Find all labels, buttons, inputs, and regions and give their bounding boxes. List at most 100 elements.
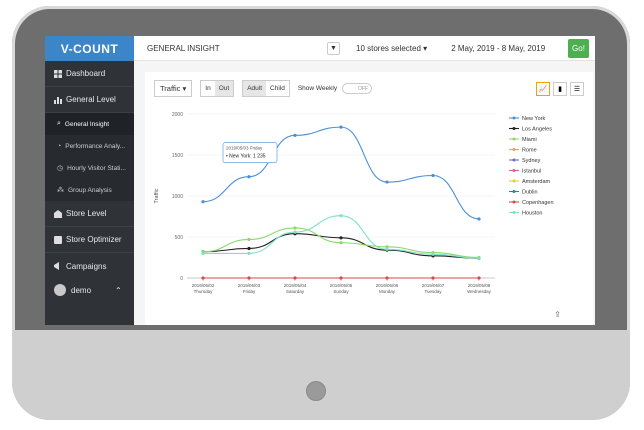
data-point-copenhagen bbox=[247, 276, 251, 280]
sidebar-item-label: Campaigns bbox=[66, 261, 107, 271]
legend-marker bbox=[512, 158, 516, 162]
table-view-icon[interactable]: ☰ bbox=[570, 82, 584, 96]
line-chart-view-icon[interactable]: 📈 bbox=[536, 82, 550, 96]
data-point-new-york bbox=[431, 173, 435, 178]
data-point-miami bbox=[247, 237, 251, 242]
brand-logo[interactable]: V-COUNT bbox=[45, 36, 134, 61]
chevron-up-icon[interactable]: ⌃ bbox=[115, 285, 122, 295]
sidebar-item-label: Store Optimizer bbox=[66, 235, 122, 244]
sidebar: V-COUNT Dashboard General Level ⌕ Genera… bbox=[45, 36, 134, 325]
data-point-miami bbox=[385, 245, 389, 249]
home-button[interactable] bbox=[306, 381, 326, 401]
child-button[interactable]: Child bbox=[270, 85, 285, 92]
data-point-houston bbox=[201, 251, 205, 255]
legend-label: New York bbox=[522, 116, 545, 122]
data-point-houston bbox=[431, 252, 435, 256]
y-tick-label: 1500 bbox=[172, 153, 183, 159]
in-button[interactable]: In bbox=[205, 85, 211, 92]
legend-label: Houston bbox=[522, 211, 543, 217]
x-tick-label-day: Thursday bbox=[194, 289, 214, 294]
bar-chart-icon bbox=[54, 96, 62, 104]
series-line-new-york bbox=[202, 126, 480, 220]
avatar bbox=[54, 284, 66, 296]
sidebar-item-label: General Level bbox=[66, 95, 116, 104]
data-point-miami bbox=[293, 226, 297, 230]
tablet-bezel bbox=[12, 330, 630, 420]
y-tick-label: 500 bbox=[175, 235, 184, 241]
search-icon: ⌕ bbox=[57, 120, 61, 127]
sidebar-subitem-label: Group Analysis bbox=[68, 186, 112, 194]
sidebar-item-dashboard[interactable]: Dashboard bbox=[45, 61, 134, 87]
legend-marker bbox=[512, 200, 516, 204]
legend-marker bbox=[512, 190, 516, 193]
legend-label: Istanbul bbox=[522, 169, 541, 175]
x-tick-label-day: Friday bbox=[243, 289, 256, 294]
data-point-houston bbox=[247, 251, 251, 255]
store-selector[interactable]: 10 stores selected ▾ bbox=[356, 43, 428, 53]
tooltip-box bbox=[222, 142, 278, 164]
show-weekly-toggle[interactable]: OFF bbox=[342, 83, 373, 94]
legend-marker bbox=[512, 137, 516, 141]
sidebar-subitem-label: Hourly Visitor Stati... bbox=[67, 164, 126, 172]
sidebar-subitem-hourly-visitor[interactable]: ◷ Hourly Visitor Stati... bbox=[45, 157, 134, 179]
sidebar-subitem-general-insight[interactable]: ⌕ General Insight bbox=[45, 113, 134, 135]
data-point-los-angeles bbox=[247, 246, 251, 251]
data-point-copenhagen bbox=[431, 276, 435, 280]
data-point-houston bbox=[477, 256, 481, 260]
x-tick-label-day: Tuesday bbox=[424, 289, 442, 294]
sidebar-item-store-level[interactable]: Store Level bbox=[45, 201, 134, 227]
data-point-copenhagen bbox=[293, 276, 297, 280]
user-menu[interactable]: demo ⌃ bbox=[45, 279, 134, 301]
bar-chart-view-icon[interactable]: ▮ bbox=[553, 82, 567, 96]
sidebar-subitem-group-analysis[interactable]: ⁂ Group Analysis bbox=[45, 179, 134, 201]
filter-icon[interactable]: ▼ bbox=[327, 41, 340, 55]
sidebar-item-store-optimizer[interactable]: Store Optimizer bbox=[45, 227, 134, 253]
chart-controls: Traffic ▾ In Out Adult Child Show Weekly… bbox=[154, 80, 373, 97]
data-point-copenhagen bbox=[385, 276, 389, 280]
data-point-los-angeles bbox=[339, 236, 343, 240]
x-tick-label: 2019/05/04 bbox=[284, 283, 307, 288]
sidebar-item-campaigns[interactable]: Campaigns bbox=[45, 253, 134, 279]
x-tick-label: 2019/05/07 bbox=[422, 283, 445, 288]
sidebar-subitem-label: General Insight bbox=[64, 120, 110, 128]
page-title: GENERAL INSIGHT bbox=[147, 43, 220, 53]
adult-button[interactable]: Adult bbox=[243, 81, 267, 96]
out-button[interactable]: Out bbox=[214, 81, 234, 96]
legend-label: Rome bbox=[522, 148, 537, 154]
data-point-copenhagen bbox=[201, 276, 205, 280]
data-point-houston bbox=[293, 230, 297, 234]
data-point-new-york bbox=[339, 125, 343, 129]
toggle-state: OFF bbox=[358, 85, 369, 92]
metric-select[interactable]: Traffic ▾ bbox=[154, 80, 193, 97]
show-weekly-label: Show Weekly bbox=[297, 85, 338, 92]
data-point-new-york bbox=[293, 133, 297, 137]
legend-label: Copenhagen bbox=[522, 200, 554, 206]
legend-marker bbox=[512, 179, 516, 183]
sidebar-item-general-level[interactable]: General Level bbox=[45, 87, 134, 113]
x-tick-label-day: Saturday bbox=[286, 289, 305, 294]
view-switcher: 📈 ▮ ☰ bbox=[536, 82, 584, 96]
username: demo bbox=[71, 285, 92, 295]
traffic-chart: Traffic 0 500 1000 1500 2000 2019/05/02 Thursda… bbox=[145, 102, 593, 325]
data-point-new-york bbox=[247, 175, 251, 179]
chart-panel: Traffic ▾ In Out Adult Child Show Weekly… bbox=[145, 72, 593, 325]
y-axis-label: Traffic bbox=[154, 188, 160, 203]
legend-marker bbox=[512, 169, 516, 172]
top-bar: GENERAL INSIGHT ▼ 10 stores selected ▾ 2… bbox=[134, 36, 595, 61]
x-tick-label: 2019/05/05 bbox=[330, 283, 353, 288]
legend-marker bbox=[512, 116, 516, 120]
x-tick-label-day: Sunday bbox=[333, 289, 349, 294]
legend-label: Miami bbox=[522, 137, 537, 143]
legend-marker bbox=[512, 148, 516, 151]
tooltip-header: 2019/05/03 Friday bbox=[226, 146, 263, 151]
date-range-picker[interactable]: 2 May, 2019 - 8 May, 2019 bbox=[451, 43, 546, 53]
sidebar-item-label: Dashboard bbox=[66, 69, 106, 78]
legend-label: Amsterdam bbox=[522, 179, 551, 185]
legend-marker bbox=[512, 127, 516, 130]
export-icon[interactable]: ⇪ bbox=[554, 310, 561, 319]
sidebar-subitem-performance-analysis[interactable]: ◔ Performance Analy... bbox=[45, 135, 134, 157]
go-button[interactable]: Go! bbox=[568, 39, 589, 58]
dashboard-icon bbox=[54, 69, 62, 78]
x-tick-label-day: Monday bbox=[379, 289, 396, 294]
y-tick-label: 2000 bbox=[172, 112, 183, 118]
